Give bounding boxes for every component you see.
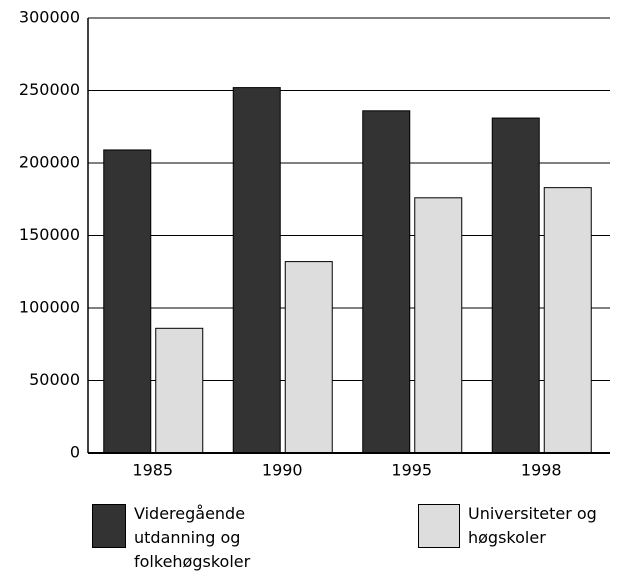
y-tick-label: 200000 (19, 153, 80, 172)
legend-label: Universiteter og høgskoler (468, 504, 597, 547)
legend-item: Universiteter og høgskoler (418, 502, 598, 550)
legend-label: Videregående utdanning og folkehøgskoler (134, 504, 251, 571)
y-tick-label: 300000 (19, 8, 80, 27)
bar (155, 327, 204, 454)
y-tick-label: 0 (70, 443, 80, 462)
bar (284, 261, 333, 454)
x-tick-label: 1990 (262, 461, 303, 480)
chart: 0 50000 100000 150000 200000 250000 300000 1985… (19, 8, 610, 480)
y-tick-label: 250000 (19, 80, 80, 99)
bar (414, 197, 463, 454)
legend-swatch (92, 504, 126, 548)
bar (543, 187, 592, 454)
y-tick-label: 150000 (19, 225, 80, 244)
x-tick-label: 1985 (132, 461, 173, 480)
y-tick-label: 50000 (29, 370, 80, 389)
legend-item: Videregående utdanning og folkehøgskoler (92, 502, 284, 574)
bar (491, 117, 540, 454)
x-tick-label: 1998 (521, 461, 562, 480)
x-tick-label: 1995 (391, 461, 432, 480)
bar (362, 110, 411, 454)
y-tick-label: 100000 (19, 298, 80, 317)
legend-swatch (418, 504, 460, 548)
bar (103, 149, 152, 454)
bar (232, 87, 281, 454)
